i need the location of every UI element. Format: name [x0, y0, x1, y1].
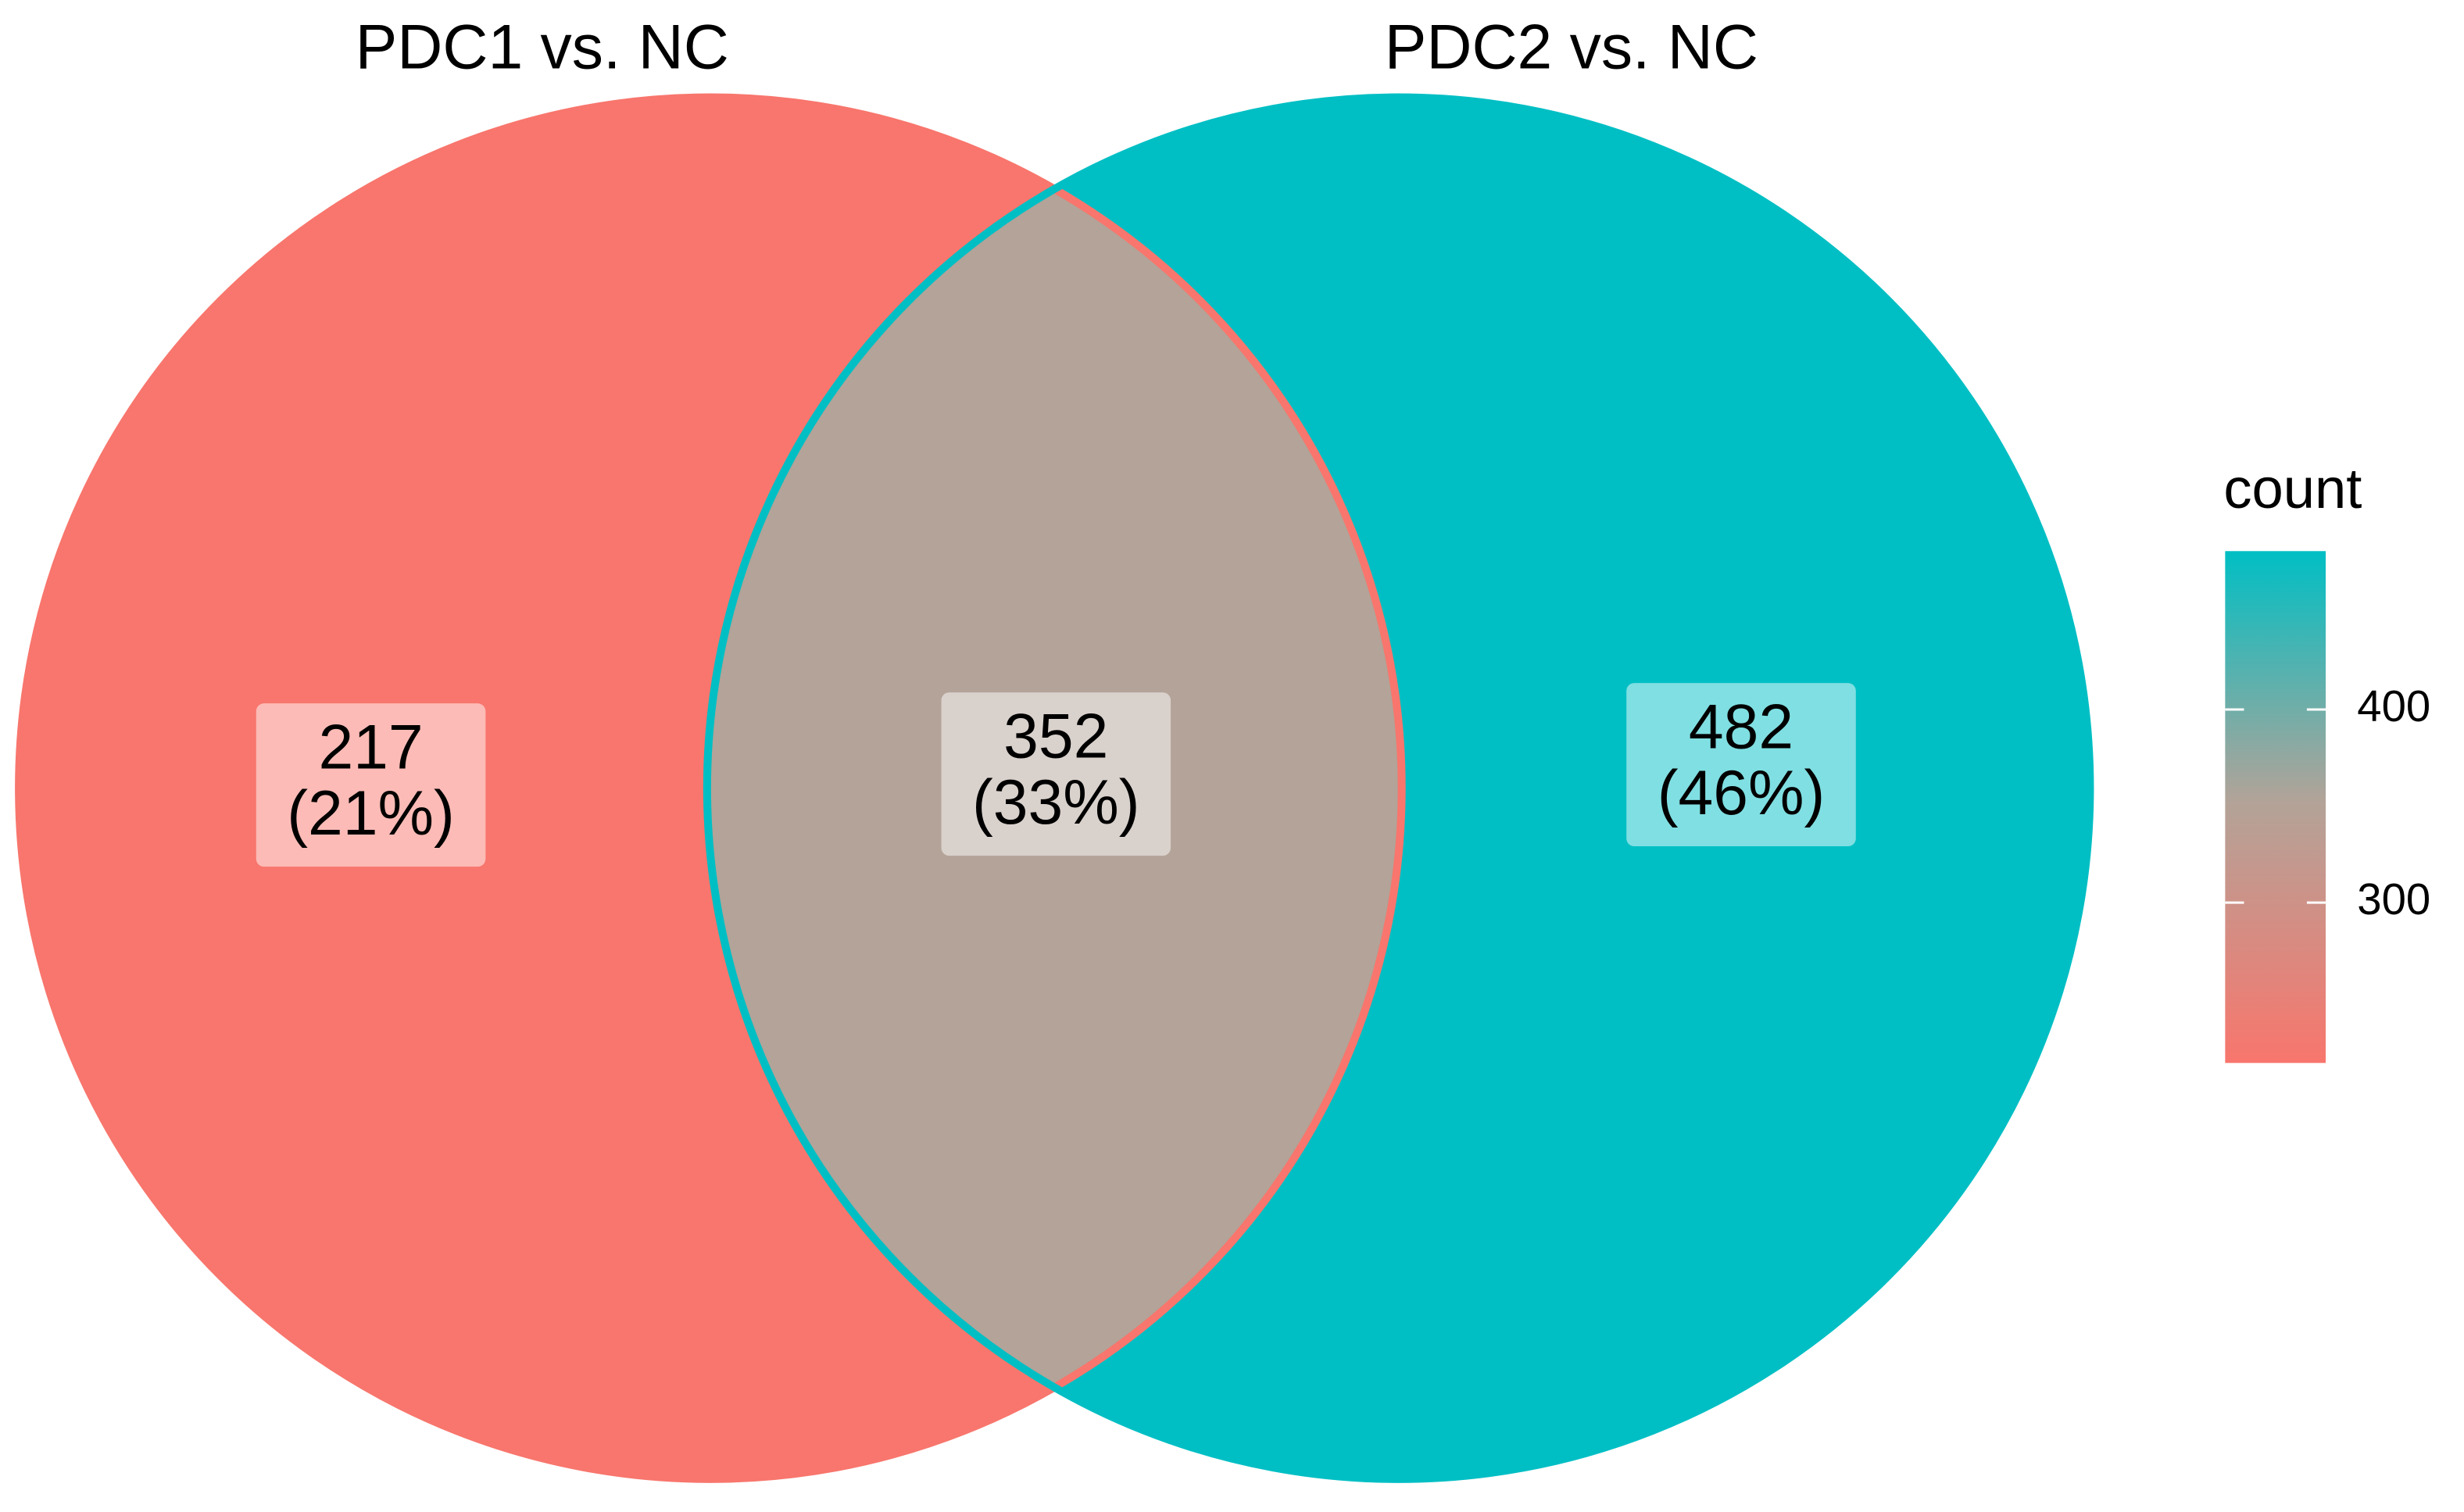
colorbar-label: 300: [2357, 874, 2430, 924]
set-outline: [703, 93, 2094, 1483]
labels: 217(21%) 352(33%) 482(46%): [256, 683, 1856, 867]
set-outline: [15, 93, 1406, 1483]
label-box: [1626, 683, 1856, 847]
legend-title: count: [2223, 457, 2362, 520]
region-count: 217: [318, 713, 423, 783]
set-title: PDC1 vs. NC: [356, 13, 729, 83]
region-percent: (33%): [972, 767, 1140, 838]
region-count: 352: [1003, 702, 1108, 772]
region-count: 482: [1689, 692, 1793, 763]
regions: [15, 93, 2094, 1483]
colorbar-label: 400: [2357, 681, 2430, 731]
legend: count 300 400: [2223, 457, 2430, 1063]
region-percent: (21%): [287, 778, 455, 849]
label-box: [941, 692, 1171, 856]
label-box: [256, 703, 486, 867]
set-title: PDC2 vs. NC: [1385, 13, 1758, 83]
colorbar: [2225, 551, 2326, 1063]
region-percent: (46%): [1658, 758, 1826, 828]
